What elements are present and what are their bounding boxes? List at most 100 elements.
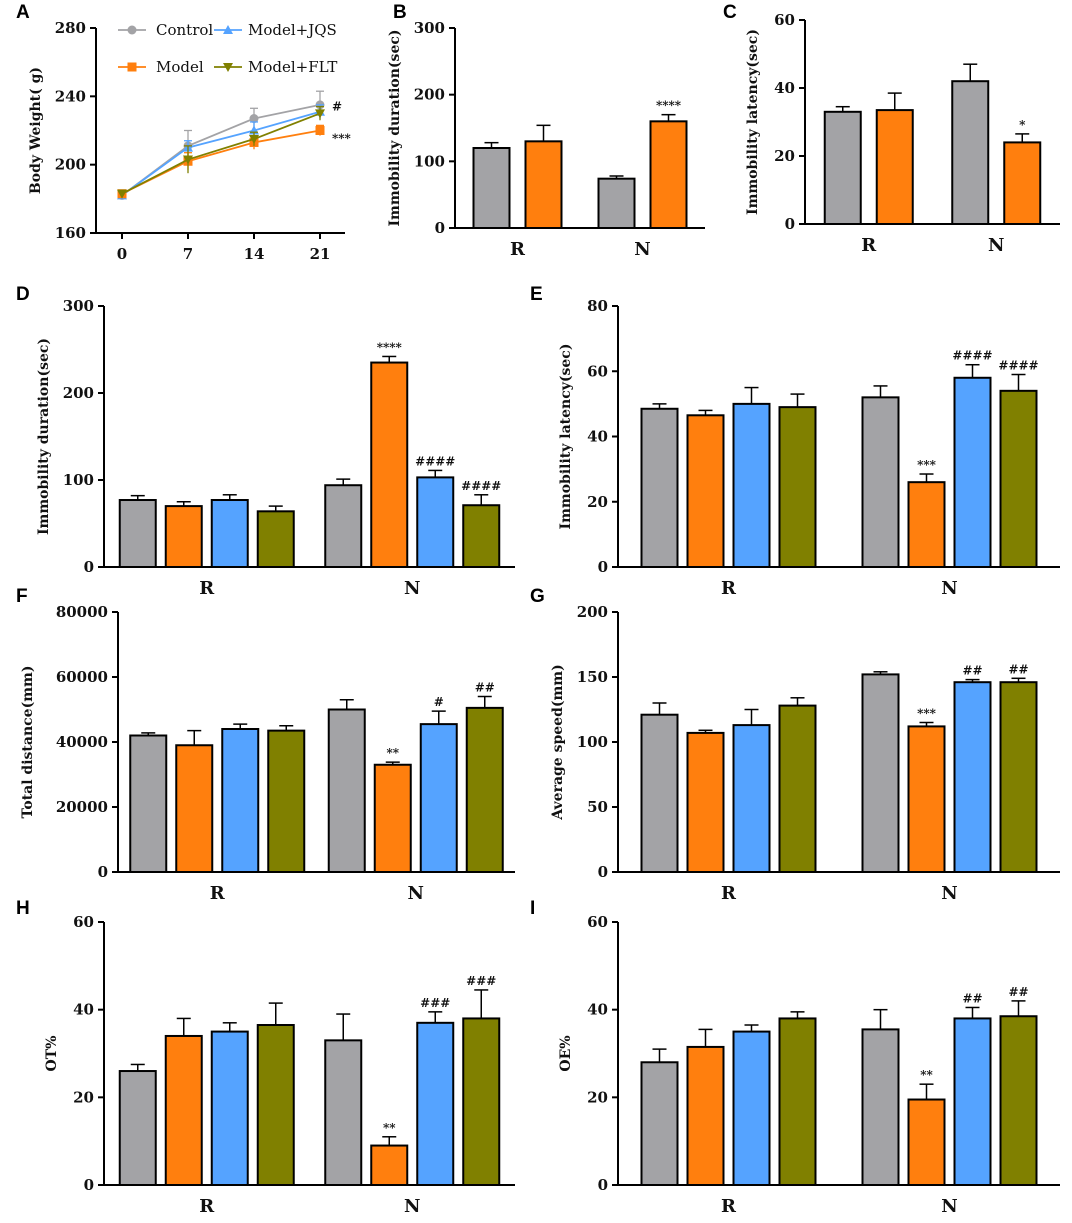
- marker-model-jqs: [223, 25, 233, 34]
- y-tick-label: 0: [84, 1176, 94, 1194]
- panel-letter: E: [530, 284, 543, 305]
- y-axis-title: Immobility duration(sec): [36, 338, 52, 535]
- bar-model-R: [875, 109, 914, 225]
- bar-modelflt-R: [267, 729, 306, 873]
- x-category-label: R: [199, 578, 215, 599]
- significance-label: ##: [962, 664, 982, 678]
- bar-control-R: [118, 499, 157, 569]
- marker-model-flt: [315, 109, 325, 119]
- y-tick-label: 200: [63, 384, 94, 402]
- x-category-label: N: [634, 239, 650, 260]
- significance-label: ****: [656, 99, 682, 113]
- bar-control-R: [129, 734, 168, 873]
- bar-control-N: [597, 177, 636, 230]
- bar-modeljqs-R: [210, 1030, 249, 1187]
- y-tick-label: 150: [577, 668, 608, 686]
- x-category-label: R: [721, 1196, 737, 1217]
- bar-model-N: [370, 361, 409, 568]
- y-tick-label: 0: [435, 219, 445, 237]
- bar-modeljqs-N: [416, 476, 455, 569]
- marker-control: [127, 25, 137, 35]
- x-category-label: N: [941, 1196, 957, 1217]
- significance-label: ##: [475, 681, 495, 695]
- x-category-label: N: [941, 883, 957, 904]
- bar-modeljqs-R: [221, 728, 260, 873]
- marker-model: [127, 62, 137, 72]
- bar-model-N: [907, 1098, 946, 1187]
- bar-modelflt-R: [256, 1024, 295, 1186]
- y-tick-label: 40: [73, 1001, 94, 1019]
- y-tick-label: 200: [414, 86, 445, 104]
- y-tick-label: 0: [598, 863, 608, 881]
- bar-modeljqs-N: [419, 723, 458, 873]
- bar-modeljqs-R: [732, 724, 771, 873]
- bar-model-R: [175, 744, 214, 873]
- y-tick-label: 280: [55, 19, 86, 37]
- y-tick-label: 20: [73, 1088, 94, 1106]
- bar-modeljqs-R: [732, 1030, 771, 1187]
- bar-model-N: [907, 725, 946, 874]
- legend-label: Model+JQS: [248, 21, 337, 39]
- y-tick-label: 60000: [56, 668, 108, 686]
- y-tick-label: 200: [577, 603, 608, 621]
- bar-control-R: [640, 713, 679, 874]
- y-axis-title: Body Weight( g): [28, 67, 44, 194]
- bar-model-R: [686, 1045, 725, 1187]
- y-tick-label: 0: [84, 558, 94, 576]
- significance-label: ***: [332, 132, 352, 146]
- significance-label: **: [386, 746, 399, 760]
- y-tick-label: 60: [73, 913, 94, 931]
- significance-label: *: [1019, 118, 1026, 132]
- bar-modelflt-R: [778, 704, 817, 873]
- marker-model: [315, 126, 325, 135]
- significance-label: #: [332, 100, 342, 114]
- panel-letter: C: [723, 2, 737, 23]
- x-category-label: N: [941, 578, 957, 599]
- series-line-model: [121, 129, 321, 195]
- panel-E: E 0 20 40 60 80 Immobility latency(sec) R *** ###…: [530, 284, 1060, 599]
- bar-modeljqs-N: [416, 1021, 455, 1186]
- bar-modelflt-N: [462, 504, 501, 569]
- series-line-modelflt: [121, 112, 321, 195]
- panel-I: I 0 20 40 60 OE% R ** ## ## N: [530, 898, 1060, 1217]
- y-axis-title: OE%: [558, 1035, 574, 1071]
- y-tick-label: 60: [587, 362, 608, 380]
- bar-modelflt-N: [999, 389, 1038, 569]
- bar-model-N: [373, 763, 412, 873]
- marker-model-flt: [117, 189, 127, 199]
- y-tick-label: 40: [774, 79, 795, 97]
- y-tick-label: 100: [414, 152, 445, 170]
- x-tick-label: 7: [183, 245, 193, 263]
- significance-label: ###: [466, 974, 496, 988]
- y-tick-label: 0: [785, 215, 795, 233]
- x-category-label: R: [721, 883, 737, 904]
- y-axis-title: OT%: [44, 1036, 60, 1072]
- significance-label: #: [434, 695, 444, 709]
- x-category-label: R: [721, 578, 737, 599]
- bar-model-N: [649, 120, 688, 229]
- y-tick-label: 100: [63, 471, 94, 489]
- y-tick-label: 160: [55, 224, 86, 242]
- legend-label: Model+FLT: [248, 58, 337, 76]
- bar-modeljqs-R: [210, 499, 249, 569]
- y-tick-label: 40: [587, 1001, 608, 1019]
- y-tick-label: 50: [587, 798, 608, 816]
- panel-A: A 160 200 240 280 Body Weight( g) 0 7 14 21 # *** Co…: [16, 2, 352, 263]
- y-axis-title: Immobility latency(sec): [745, 29, 761, 215]
- bar-modelflt-N: [465, 706, 504, 873]
- x-tick-label: 0: [117, 245, 127, 263]
- panel-letter: D: [16, 284, 30, 305]
- y-tick-label: 40000: [56, 733, 108, 751]
- x-category-label: N: [988, 235, 1004, 256]
- bar-model-N: [370, 1144, 409, 1187]
- legend: Control Model+JQS Model Model+FLT: [118, 21, 337, 76]
- bar-modeljqs-N: [953, 376, 992, 568]
- y-tick-label: 20000: [56, 798, 108, 816]
- y-axis-title: Total distance(mm): [20, 666, 36, 819]
- y-tick-label: 0: [598, 558, 608, 576]
- panel-letter: A: [16, 2, 30, 23]
- significance-label: ##: [1008, 985, 1028, 999]
- panel-F: F 0 20000 40000 60000 80000 Total distance(mm)…: [16, 586, 515, 904]
- y-tick-label: 200: [55, 156, 86, 174]
- bar-modelflt-R: [778, 406, 817, 569]
